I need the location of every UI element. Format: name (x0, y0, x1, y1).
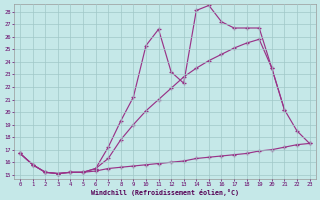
X-axis label: Windchill (Refroidissement éolien,°C): Windchill (Refroidissement éolien,°C) (91, 189, 239, 196)
